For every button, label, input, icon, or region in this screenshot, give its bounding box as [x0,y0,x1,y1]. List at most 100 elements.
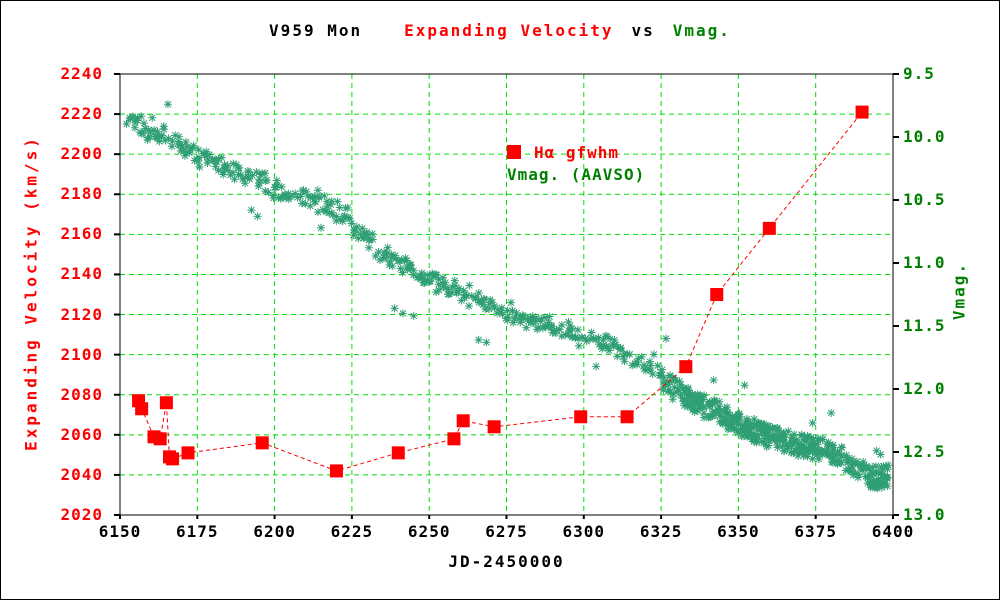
vmag-scatter-point [867,472,876,481]
vmag-scatter-point [185,148,194,157]
vmag-scatter-point [715,402,724,411]
vmag-scatter-point [733,410,742,419]
vmag-scatter-point [409,311,418,320]
vmag-scatter-point [813,440,822,449]
vmag-scatter-point [122,119,131,128]
vmag-scatter-point [814,434,823,443]
vmag-scatter-point [323,202,332,211]
vmag-scatter-point [224,166,233,175]
vmag-scatter-point [710,398,719,407]
vmag-scatter-point [715,411,724,420]
vmag-scatter-point [581,334,590,343]
vmag-scatter-point [862,463,871,472]
vmag-scatter-point [327,197,336,206]
y-left-tick-label: 2200 [60,144,103,164]
vmag-scatter-point [656,371,665,380]
vmag-scatter-point [417,269,426,278]
halpha-square-marker [166,452,180,466]
vmag-scatter-point [522,323,531,332]
vmag-scatter-point [764,436,773,445]
vmag-scatter-point [344,213,353,222]
vmag-scatter-point [544,323,553,332]
vmag-scatter-point [303,192,312,201]
vmag-scatter-point [665,377,674,386]
vmag-scatter-point [139,129,148,138]
vmag-scatter-point [849,459,858,468]
vmag-scatter-point [363,230,372,239]
vmag-scatter-point [364,243,373,252]
vmag-scatter-point [808,419,817,428]
vmag-scatter-point [338,217,347,226]
vmag-scatter-point [296,192,305,201]
vmag-scatter-point [797,431,806,440]
y-left-tick-label: 2220 [60,104,103,124]
y-left-tick-label: 2040 [60,464,103,484]
vmag-scatter-point [441,278,450,287]
vmag-scatter-point [333,197,342,206]
vmag-scatter-point [397,255,406,264]
x-tick-label: 6325 [639,522,683,541]
vmag-scatter-point [853,460,862,469]
vmag-scatter-point [799,451,808,460]
vmag-scatter-point [523,315,532,324]
vmag-scatter-point [833,456,842,465]
vmag-scatter-point [852,457,861,466]
vmag-scatter-point [508,306,517,315]
vmag-scatter-point [723,408,732,417]
vmag-scatter-point [214,166,223,175]
vmag-scatter-point [528,312,537,321]
vmag-scatter-point [828,458,837,467]
halpha-square-marker [447,432,461,446]
vmag-scatter-point [883,465,892,474]
vmag-scatter-point [780,447,789,456]
vmag-scatter-point [730,416,739,425]
vmag-scatter-point [287,192,296,201]
x-tick-label: 6400 [871,522,915,541]
x-axis-title: JD-2450000 [448,552,565,571]
vmag-scatter-point [421,275,430,284]
vmag-scatter-point [236,170,245,179]
vmag-scatter-point [547,322,556,331]
vmag-scatter-point [301,199,310,208]
vmag-scatter-point [802,437,811,446]
vmag-scatter-point [764,441,773,450]
halpha-square-marker [391,446,405,460]
vmag-scatter-point [211,162,220,171]
vmag-scatter-point [877,483,886,492]
vmag-scatter-point [385,261,394,270]
vmag-scatter-point [434,286,443,295]
vmag-scatter-point [723,403,732,412]
vmag-scatter-point [833,447,842,456]
vmag-scatter-point [484,305,493,314]
vmag-scatter-point [314,193,323,202]
title-series2: Vmag. [672,21,731,40]
vmag-scatter-point [390,304,399,313]
vmag-scatter-point [808,439,817,448]
vmag-scatter-point [794,451,803,460]
vmag-scatter-point [738,432,747,441]
vmag-scatter-point [434,280,443,289]
vmag-scatter-point [668,395,677,404]
vmag-scatter-point [277,182,286,191]
vmag-scatter-point [125,113,134,122]
x-tick-label: 6200 [253,522,296,541]
halpha-dashed-line [138,111,863,472]
vmag-scatter-point [261,169,270,178]
vmag-scatter-point [699,409,708,418]
vmag-scatter-point [318,205,327,214]
vmag-scatter-point [721,419,730,428]
vmag-scatter-point [418,272,427,281]
vmag-scatter-point [699,402,708,411]
vmag-scatter-point [599,341,608,350]
vmag-scatter-point [685,393,694,402]
vmag-scatter-point [212,158,221,167]
vmag-scatter-point [445,290,454,299]
vmag-scatter-point [141,124,150,133]
vmag-scatter-point [747,423,756,432]
vmag-scatter-point [843,456,852,465]
vmag-scatter-point [503,306,512,315]
vmag-scatter-point [804,447,813,456]
vmag-scatter-point [153,127,162,136]
vmag-scatter-point [648,370,657,379]
vmag-scatter-point [540,313,549,322]
